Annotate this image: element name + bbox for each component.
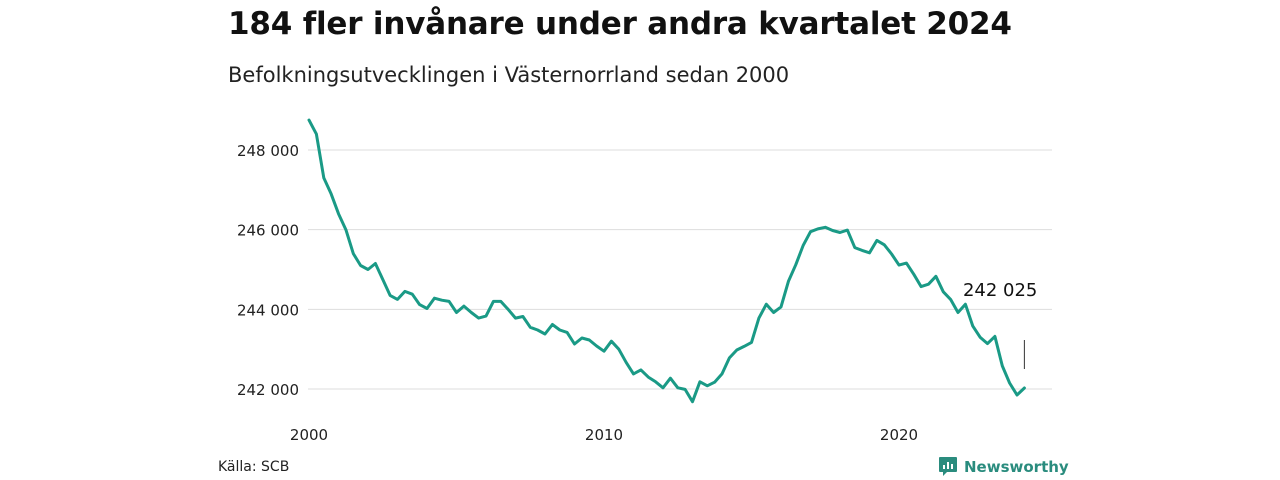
population-line (307, 118, 1026, 404)
brand-name: Newsworthy (964, 458, 1069, 476)
x-tick-label: 2000 (290, 426, 328, 444)
x-axis-labels: 2000 2010 2020 (290, 426, 918, 444)
y-tick-label: 242 000 (237, 381, 299, 399)
series-layer (307, 118, 1026, 404)
y-axis-labels: 242 000 244 000 246 000 248 000 (237, 142, 299, 399)
end-value-label: 242 025 (963, 280, 1037, 301)
gridlines (308, 149, 1052, 390)
chart-subtitle: Befolkningsutvecklingen i Västernorrland… (228, 63, 790, 87)
y-tick-label: 246 000 (237, 222, 299, 240)
chart-bubble-icon (939, 457, 957, 476)
x-tick-label: 2020 (880, 426, 918, 444)
annotation-layer: 242 025 (963, 280, 1037, 369)
source-note: Källa: SCB (218, 459, 290, 475)
chart-title: 184 fler invånare under andra kvartalet … (228, 6, 1012, 42)
y-tick-label: 244 000 (237, 301, 299, 319)
y-tick-label: 248 000 (237, 142, 299, 160)
x-tick-label: 2010 (585, 426, 623, 444)
brand-logo: Newsworthy (938, 456, 1069, 478)
